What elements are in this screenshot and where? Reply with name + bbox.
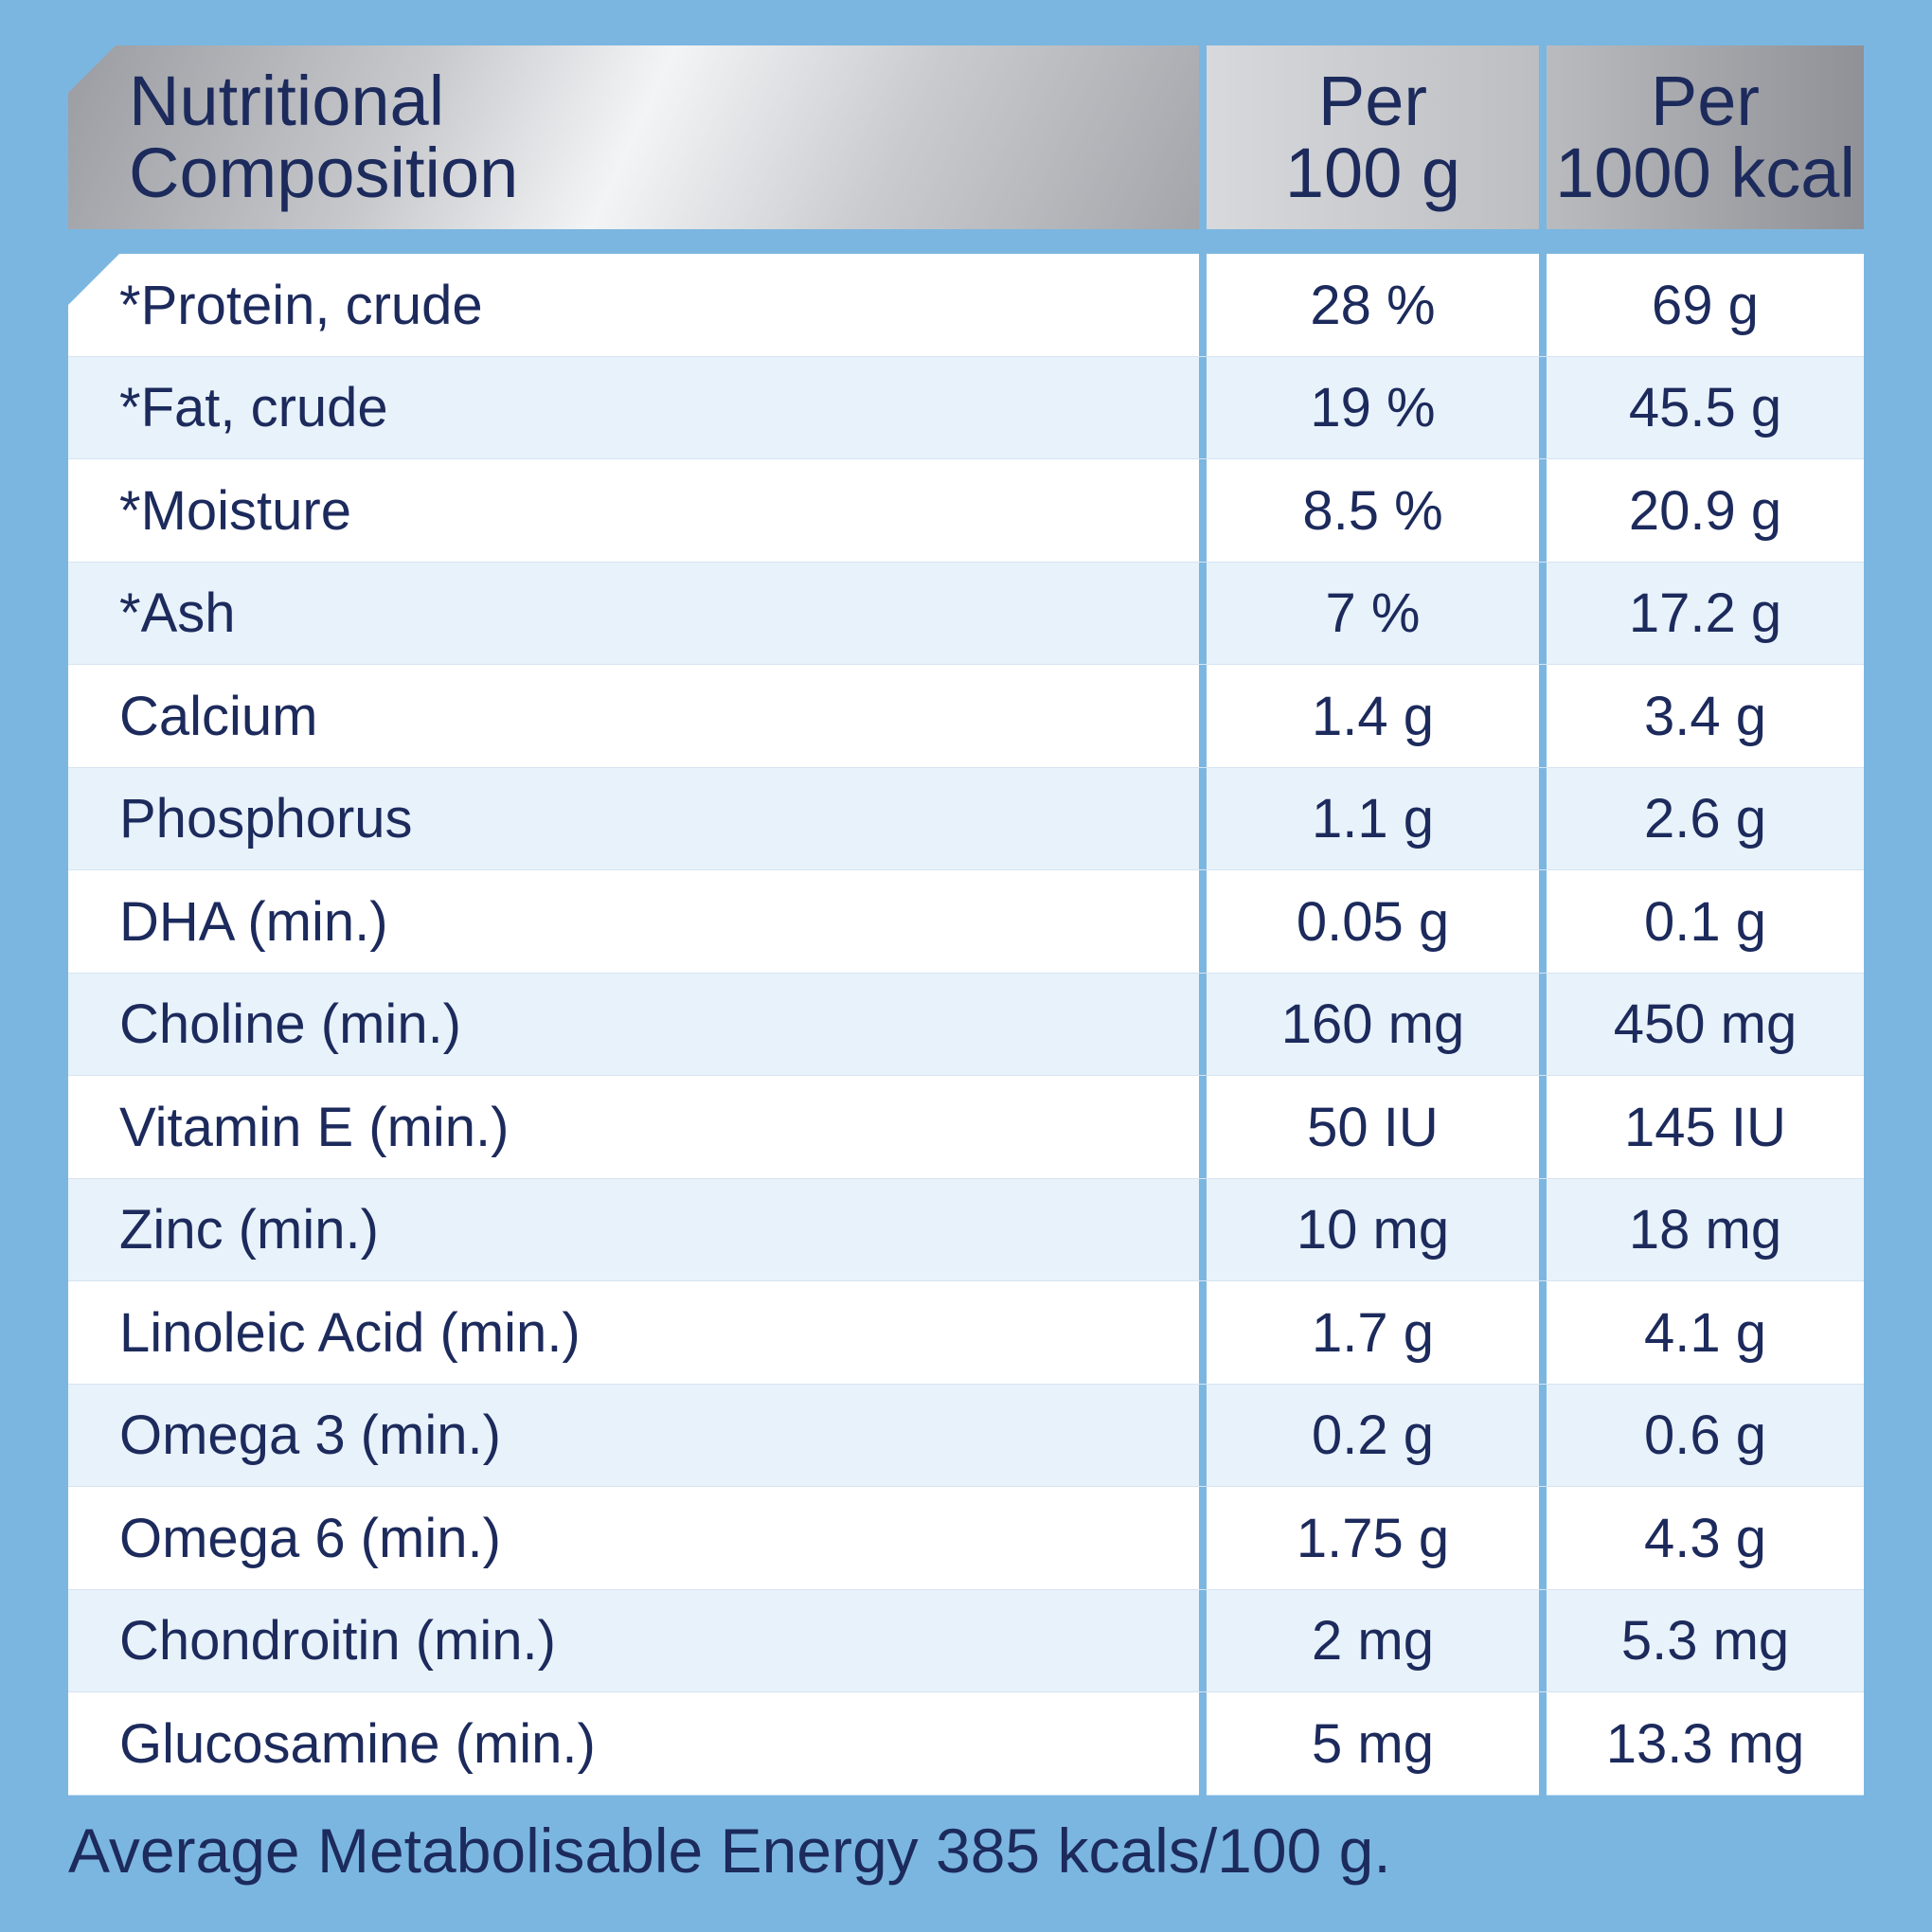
table-row: DHA (min.) 0.05 g 0.1 g: [68, 870, 1864, 974]
value-per-100g: 1.4 g: [1207, 665, 1539, 768]
row-divider: [68, 766, 1864, 768]
value-per-100g: 0.05 g: [1207, 870, 1539, 974]
nutrient-name: Chondroitin (min.): [68, 1589, 1199, 1692]
nutrient-name: *Moisture: [68, 459, 1199, 563]
value-per-1000kcal: 2.6 g: [1547, 767, 1864, 870]
row-divider: [68, 355, 1864, 357]
row-divider: [68, 561, 1864, 563]
value-per-100g: 10 mg: [1207, 1178, 1539, 1281]
row-divider: [68, 458, 1864, 459]
row-divider: [68, 664, 1864, 665]
row-divider: [68, 1177, 1864, 1179]
header-col1-label: Per 100 g: [1284, 62, 1461, 212]
value-per-1000kcal: 3.4 g: [1547, 665, 1864, 768]
nutrition-table-frame: Nutritional Composition Per 100 g Per 10…: [68, 45, 1864, 1796]
table-header: Nutritional Composition Per 100 g Per 10…: [68, 45, 1864, 229]
nutrient-name: Linoleic Acid (min.): [68, 1281, 1199, 1385]
nutrient-name: Phosphorus: [68, 767, 1199, 870]
table-row: Choline (min.) 160 mg 450 mg: [68, 973, 1864, 1076]
value-per-1000kcal: 4.3 g: [1547, 1487, 1864, 1590]
value-per-100g: 160 mg: [1207, 973, 1539, 1076]
value-per-1000kcal: 450 mg: [1547, 973, 1864, 1076]
row-divider: [68, 1383, 1864, 1385]
row-divider: [68, 1280, 1864, 1281]
nutrient-name: DHA (min.): [68, 870, 1199, 974]
value-per-1000kcal: 20.9 g: [1547, 459, 1864, 563]
table-row: Phosphorus 1.1 g 2.6 g: [68, 767, 1864, 870]
value-per-1000kcal: 13.3 mg: [1547, 1692, 1864, 1796]
footer-energy-note: Average Metabolisable Energy 385 kcals/1…: [68, 1816, 1391, 1886]
table-row: Omega 3 (min.) 0.2 g 0.6 g: [68, 1384, 1864, 1487]
value-per-1000kcal: 0.1 g: [1547, 870, 1864, 974]
nutrient-name: Zinc (min.): [68, 1178, 1199, 1281]
row-divider: [68, 1691, 1864, 1692]
value-per-100g: 7 %: [1207, 562, 1539, 665]
nutrient-name: Choline (min.): [68, 973, 1199, 1076]
value-per-100g: 28 %: [1207, 254, 1539, 357]
nutrient-name: Omega 3 (min.): [68, 1384, 1199, 1487]
value-per-1000kcal: 18 mg: [1547, 1178, 1864, 1281]
nutrient-name: *Ash: [68, 562, 1199, 665]
table-row: Chondroitin (min.) 2 mg 5.3 mg: [68, 1589, 1864, 1692]
table-row: *Moisture 8.5 % 20.9 g: [68, 459, 1864, 563]
row-divider: [68, 1588, 1864, 1590]
value-per-100g: 2 mg: [1207, 1589, 1539, 1692]
value-per-1000kcal: 4.1 g: [1547, 1281, 1864, 1385]
value-per-1000kcal: 69 g: [1547, 254, 1864, 357]
header-nutritional-composition: Nutritional Composition: [68, 45, 1199, 229]
value-per-1000kcal: 17.2 g: [1547, 562, 1864, 665]
row-divider: [68, 869, 1864, 870]
value-per-100g: 5 mg: [1207, 1692, 1539, 1796]
value-per-100g: 8.5 %: [1207, 459, 1539, 563]
nutrient-name: *Protein, crude: [68, 254, 1199, 357]
row-divider: [68, 1486, 1864, 1487]
table-row: Calcium 1.4 g 3.4 g: [68, 665, 1864, 768]
table-row: Omega 6 (min.) 1.75 g 4.3 g: [68, 1487, 1864, 1590]
value-per-100g: 1.7 g: [1207, 1281, 1539, 1385]
nutrient-name: Glucosamine (min.): [68, 1692, 1199, 1796]
header-per-100g: Per 100 g: [1207, 45, 1539, 229]
value-per-1000kcal: 45.5 g: [1547, 356, 1864, 459]
header-name-label: Nutritional Composition: [129, 62, 519, 212]
nutrient-name: Calcium: [68, 665, 1199, 768]
value-per-100g: 50 IU: [1207, 1076, 1539, 1179]
row-divider: [68, 1075, 1864, 1076]
value-per-1000kcal: 145 IU: [1547, 1076, 1864, 1179]
value-per-100g: 0.2 g: [1207, 1384, 1539, 1487]
table-row: Linoleic Acid (min.) 1.7 g 4.1 g: [68, 1281, 1864, 1385]
table-row: Zinc (min.) 10 mg 18 mg: [68, 1178, 1864, 1281]
table-row: *Ash 7 % 17.2 g: [68, 562, 1864, 665]
value-per-1000kcal: 0.6 g: [1547, 1384, 1864, 1487]
value-per-100g: 19 %: [1207, 356, 1539, 459]
value-per-1000kcal: 5.3 mg: [1547, 1589, 1864, 1692]
value-per-100g: 1.75 g: [1207, 1487, 1539, 1590]
header-per-1000kcal: Per 1000 kcal: [1547, 45, 1864, 229]
nutrient-name: Omega 6 (min.): [68, 1487, 1199, 1590]
row-divider: [68, 972, 1864, 974]
table-row: Glucosamine (min.) 5 mg 13.3 mg: [68, 1692, 1864, 1796]
nutrient-name: Vitamin E (min.): [68, 1076, 1199, 1179]
table-row: *Fat, crude 19 % 45.5 g: [68, 356, 1864, 459]
table-row: *Protein, crude 28 % 69 g: [68, 254, 1864, 357]
value-per-100g: 1.1 g: [1207, 767, 1539, 870]
header-col2-label: Per 1000 kcal: [1555, 62, 1855, 212]
table-row: Vitamin E (min.) 50 IU 145 IU: [68, 1076, 1864, 1179]
nutrient-name: *Fat, crude: [68, 356, 1199, 459]
table-body: *Protein, crude 28 % 69 g *Fat, crude 19 % 45…: [68, 254, 1864, 1796]
